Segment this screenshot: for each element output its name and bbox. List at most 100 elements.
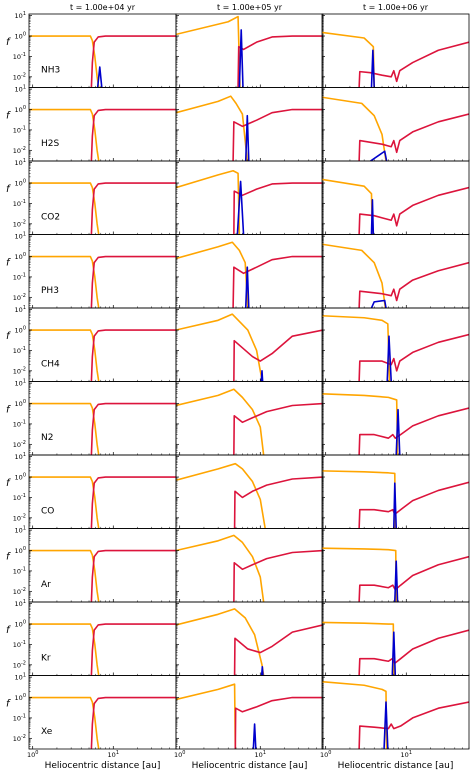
curves <box>176 608 323 676</box>
species-label: PH3 <box>41 286 59 296</box>
species-label: N2 <box>41 433 53 443</box>
panel-co2-col3 <box>321 160 470 235</box>
panel-co-col2 <box>175 454 324 529</box>
blue-curve <box>395 408 401 455</box>
y-tick-label: 100 <box>15 179 26 188</box>
red-curve <box>90 255 176 308</box>
panel-frame <box>321 675 470 750</box>
red-curve <box>90 329 176 382</box>
y-tick-label: 10-1 <box>13 272 26 281</box>
orange-curve <box>176 95 249 161</box>
blue-curve <box>391 631 397 676</box>
curves <box>29 255 176 308</box>
blue-curve <box>252 723 257 749</box>
blue-curve <box>244 266 250 308</box>
curves <box>322 243 469 308</box>
red-curve <box>358 701 469 749</box>
orange-curve <box>322 243 387 308</box>
y-axis-label: f <box>6 551 11 562</box>
curves <box>29 35 176 88</box>
y-tick-label: 100 <box>15 546 26 555</box>
panel-nh3-col1: 101 100 10-1 10-2 f NH3 <box>6 11 177 88</box>
y-tick-label: 10-2 <box>13 734 26 743</box>
curves <box>29 623 176 676</box>
blue-curve <box>370 299 387 308</box>
y-tick-label: 101 <box>15 85 26 94</box>
y-tick-label: 100 <box>15 105 26 114</box>
y-tick-label: 100 <box>15 32 26 41</box>
red-curve <box>233 402 323 455</box>
blue-curve <box>260 370 264 382</box>
curves <box>176 388 323 455</box>
x-tick-label: 101 <box>108 750 119 759</box>
curves <box>29 182 176 235</box>
blue-curve <box>370 49 376 88</box>
blue-curve <box>370 199 375 235</box>
y-tick-label: 101 <box>15 379 26 388</box>
curves <box>29 402 176 455</box>
red-curve <box>90 182 176 235</box>
red-curve <box>233 329 323 382</box>
blue-curve <box>386 335 393 382</box>
y-tick-label: 10-1 <box>13 566 26 575</box>
red-curve <box>358 333 469 382</box>
panel-xe-col1: 101 100 10-1 10-2 f Xe 100 101 <box>6 673 177 759</box>
y-tick-label: 10-2 <box>13 293 26 302</box>
red-curve <box>358 555 469 602</box>
species-label: NH3 <box>41 66 60 76</box>
x-tick-label: 100 <box>27 750 38 759</box>
curves <box>176 95 323 161</box>
curves <box>322 680 469 749</box>
panel-ch4-col1: 101 100 10-1 10-2 f CH4 <box>6 305 177 382</box>
orange-curve <box>176 313 264 382</box>
blue-curve <box>393 560 399 602</box>
red-curve <box>234 696 323 749</box>
curves <box>176 313 323 382</box>
x-tick-label: 101 <box>255 750 266 759</box>
orange-curve <box>176 462 266 529</box>
curves <box>322 31 469 88</box>
y-tick-label: 10-2 <box>13 513 26 522</box>
y-tick-label: 10-2 <box>13 440 26 449</box>
blue-curve <box>370 150 388 161</box>
blue-curve <box>244 114 250 161</box>
orange-curve <box>322 96 387 161</box>
curves <box>176 169 323 235</box>
curves <box>29 108 176 161</box>
red-curve <box>233 549 323 602</box>
y-tick-label: 100 <box>15 620 26 629</box>
species-label: CO2 <box>41 213 60 223</box>
red-curve <box>358 186 469 235</box>
curves <box>322 314 469 382</box>
red-curve <box>90 696 176 749</box>
curves <box>176 462 323 529</box>
red-curve <box>232 108 323 161</box>
species-label: Xe <box>41 727 53 737</box>
y-tick-label: 101 <box>15 452 26 461</box>
y-axis-label: f <box>6 698 11 709</box>
red-curve <box>90 476 176 529</box>
y-tick-label: 101 <box>15 158 26 167</box>
blue-curve <box>260 666 264 676</box>
curves <box>29 329 176 382</box>
panel-xe-col3: 100 101 <box>320 675 470 759</box>
red-curve <box>358 407 469 455</box>
column-title: t = 1.00e+06 yr <box>363 3 429 12</box>
x-axis-label: Heliocentric distance [au] <box>338 761 454 771</box>
red-curve <box>233 476 323 529</box>
y-axis-label: f <box>6 404 11 415</box>
curves <box>29 549 176 602</box>
y-axis-label: f <box>6 478 11 489</box>
y-axis-label: f <box>6 625 11 636</box>
blue-curve <box>383 701 389 749</box>
red-curve <box>358 261 469 308</box>
red-curve <box>90 108 176 161</box>
x-axis-label: Heliocentric distance [au] <box>192 761 308 771</box>
curves <box>322 96 469 161</box>
orange-curve <box>176 241 249 308</box>
curves <box>322 178 469 235</box>
red-curve <box>90 623 176 676</box>
species-label: Ar <box>41 580 51 590</box>
panel-h2s-col1: 101 100 10-1 10-2 f H2S <box>6 85 177 162</box>
